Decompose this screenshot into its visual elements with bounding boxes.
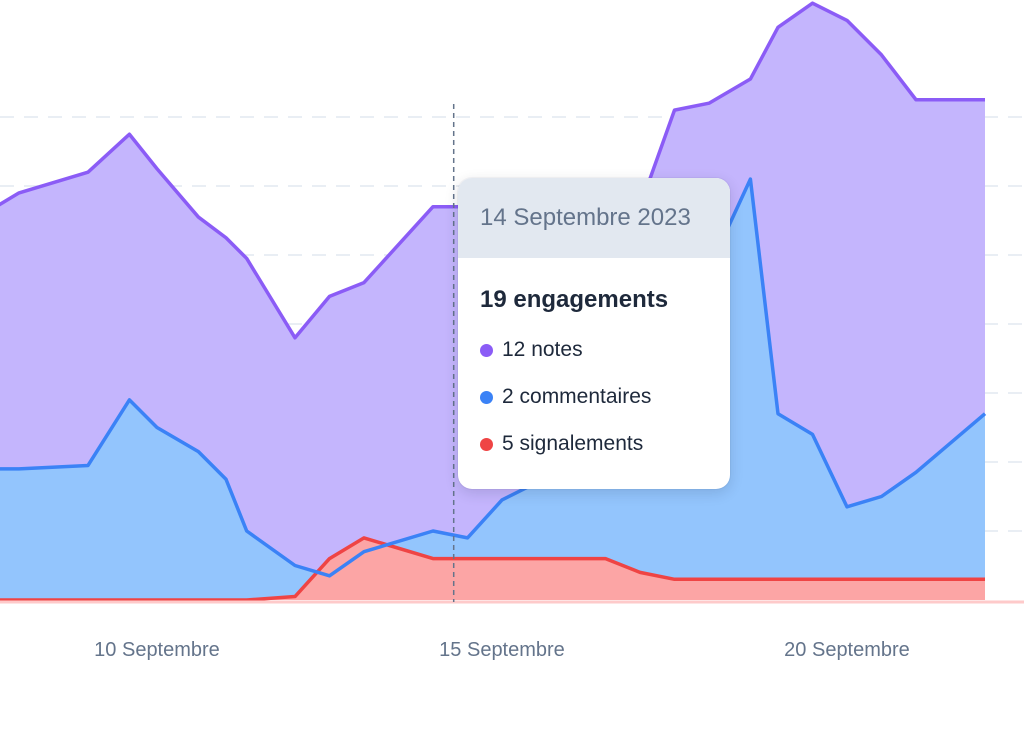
tooltip-label-signalements: 5 signalements xyxy=(502,432,644,455)
tooltip-date: 14 Septembre 2023 xyxy=(458,178,730,258)
notes-legend-dot xyxy=(480,343,493,357)
hover-tooltip: 14 Septembre 2023 19 engagements 12 note… xyxy=(458,178,730,489)
tooltip-row-signalements: 5 signalements xyxy=(480,432,708,456)
x-tick-label: 15 Septembre xyxy=(439,639,565,661)
commentaires-legend-dot xyxy=(480,390,493,404)
signalements-line xyxy=(0,536,985,602)
tooltip-row-commentaires: 2 commentaires xyxy=(480,385,708,409)
x-tick-label: 20 Septembre xyxy=(784,639,910,661)
series-lines xyxy=(0,1,1024,604)
signalements-legend-dot xyxy=(480,437,493,451)
tooltip-row-notes: 12 notes xyxy=(480,338,708,362)
signalements-area xyxy=(0,537,985,600)
x-axis-ticks: 10 Septembre 15 Septembre 20 Septembre xyxy=(94,639,910,661)
tooltip-label-commentaires: 2 commentaires xyxy=(502,385,652,408)
commentaires-line xyxy=(0,177,987,578)
tooltip-total: 19 engagements xyxy=(480,286,669,313)
x-tick-label: 10 Septembre xyxy=(94,639,220,661)
notes-line xyxy=(0,1,985,340)
commentaires-area xyxy=(0,179,985,600)
tooltip-label-notes: 12 notes xyxy=(502,338,583,361)
tooltip-body: 19 engagements 12 notes 2 commentaires 5… xyxy=(458,258,730,456)
